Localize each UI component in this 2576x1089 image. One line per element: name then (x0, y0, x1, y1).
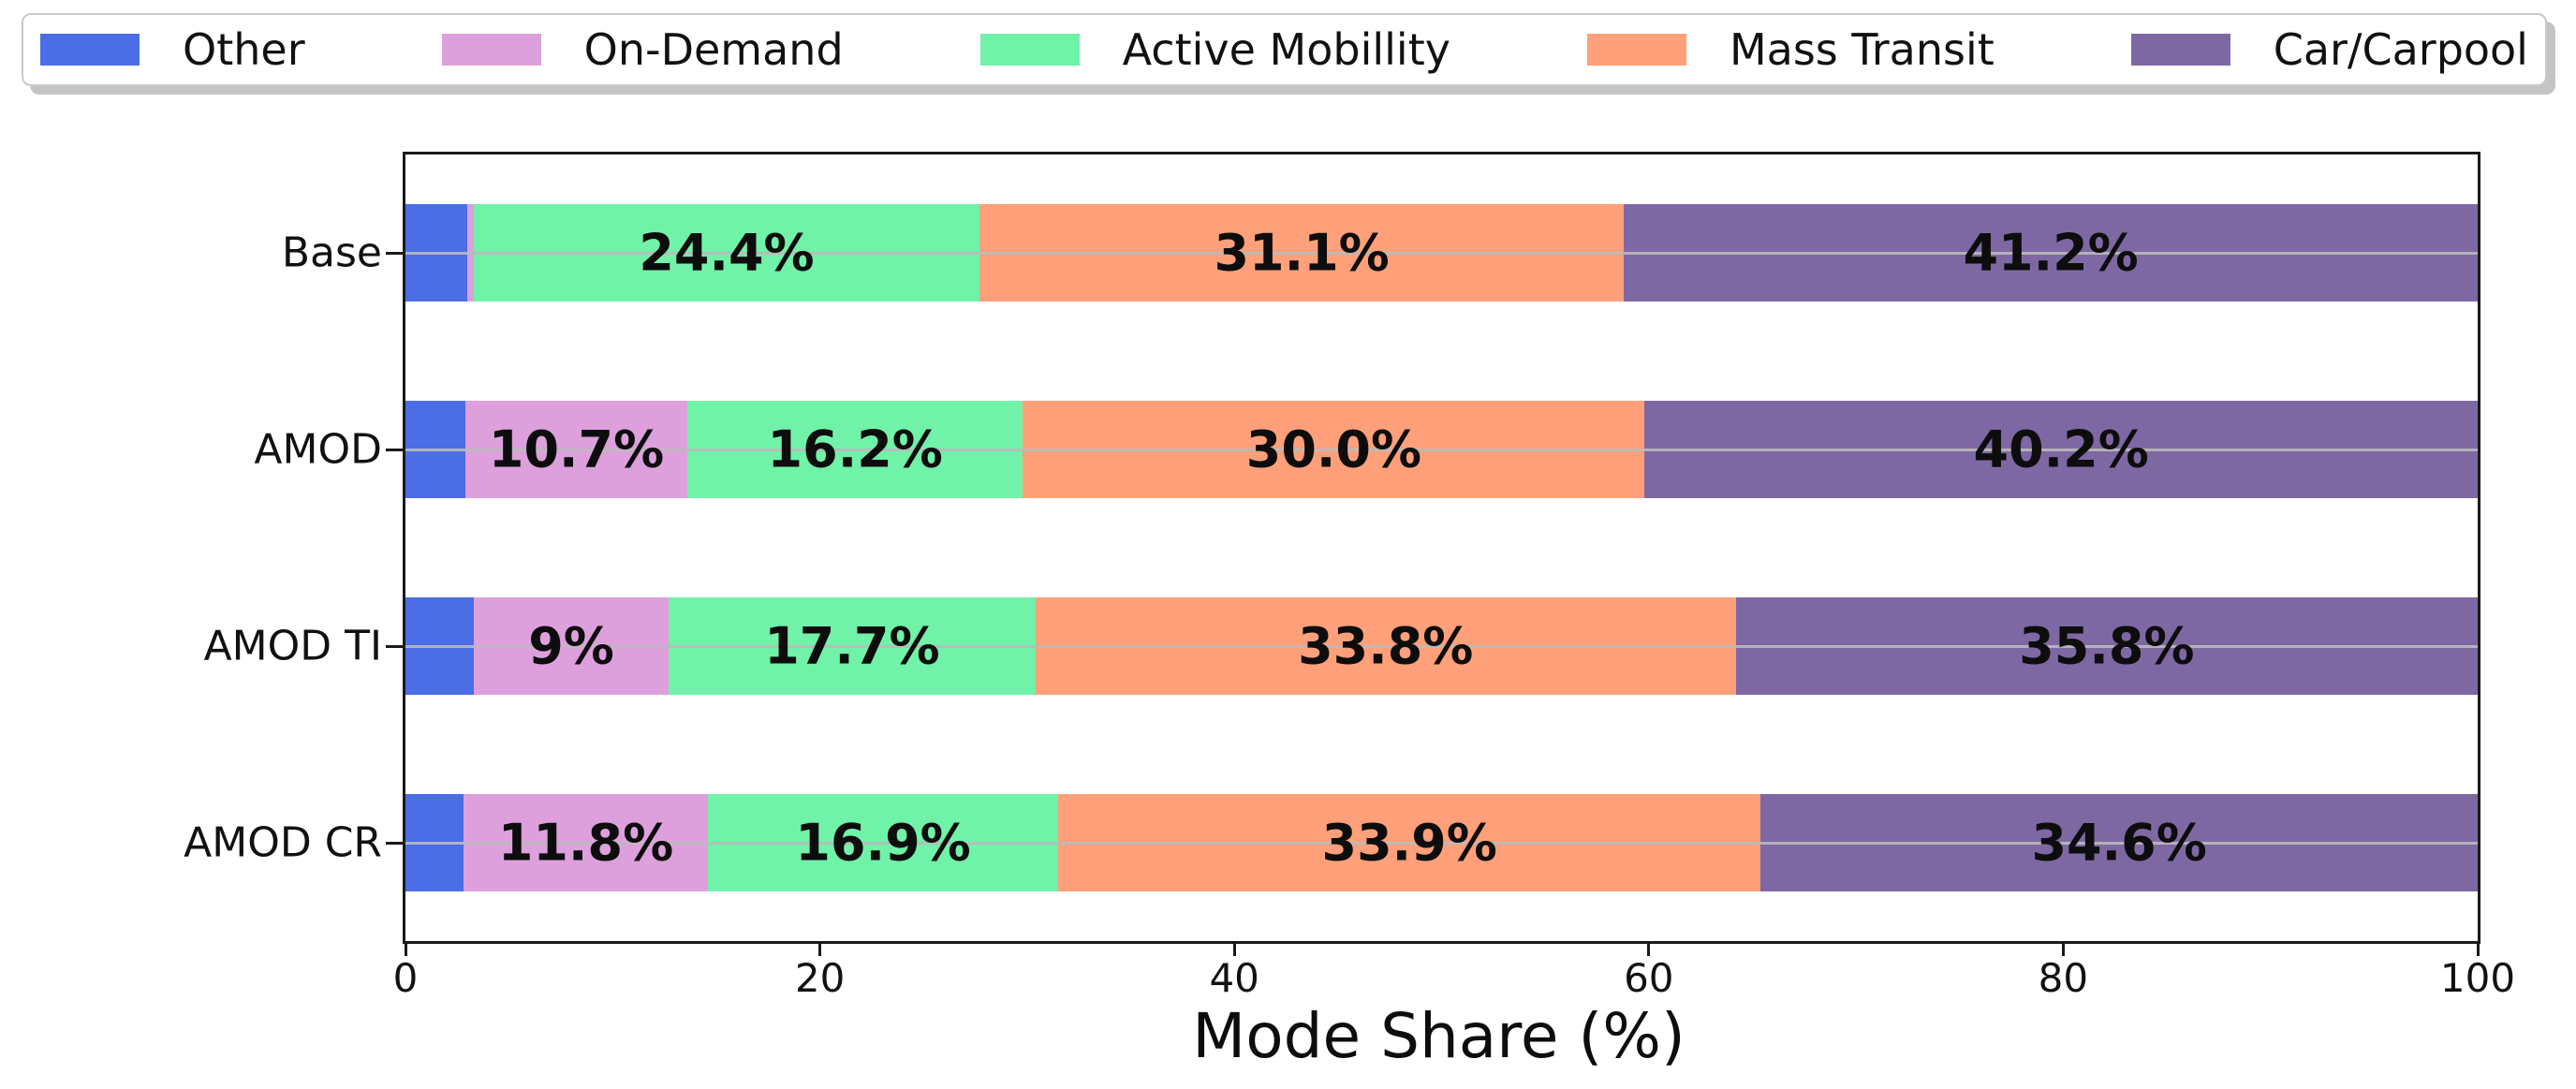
y-axis-category-label: AMOD TI (203, 622, 382, 670)
bar-value-label: 10.7% (488, 419, 665, 479)
y-axis-tick (386, 448, 403, 451)
x-axis-tick-label: 80 (2038, 955, 2089, 1001)
y-axis-category-label: AMOD (254, 425, 382, 474)
active-mobillity-color-swatch-icon (979, 34, 1080, 66)
gridline (405, 841, 2478, 845)
bar-value-label: 35.8% (2019, 616, 2195, 676)
car-carpool-color-swatch-icon (2130, 34, 2230, 66)
bar-value-label: 33.8% (1298, 616, 1474, 676)
plot-area: 24.4% 31.1% 41.2% 10.7% 16.2% 30.0% 40.2% 9% 17.… (403, 152, 2480, 944)
x-axis-title: Mode Share (%) (1192, 1000, 1685, 1072)
y-axis-category-label: AMOD CR (184, 818, 382, 867)
x-axis-tick (1647, 941, 1651, 956)
x-axis-tick (2061, 941, 2065, 956)
bar-value-label: 41.2% (1963, 223, 2139, 283)
bar-value-label: 30.0% (1245, 419, 1422, 479)
x-axis-tick-label: 60 (1624, 955, 1674, 1001)
bar-value-label: 31.1% (1214, 223, 1390, 283)
bar-value-label: 34.6% (2031, 813, 2207, 873)
bar-value-label: 24.4% (639, 223, 815, 283)
x-axis-tick (818, 941, 822, 956)
gridline (405, 448, 2478, 451)
gridline (405, 644, 2478, 648)
on-demand-color-swatch-icon (441, 34, 541, 66)
legend-label: On-Demand (583, 24, 844, 75)
x-axis-tick (2476, 941, 2480, 956)
other-color-swatch-icon (40, 34, 140, 66)
x-axis-tick (1232, 941, 1236, 956)
legend-item-car-carpool: Car/Carpool (2130, 24, 2528, 75)
mass-transit-color-swatch-icon (1586, 34, 1686, 66)
x-axis-tick (404, 941, 407, 956)
legend-label: Other (183, 24, 305, 75)
x-axis-tick-label: 20 (794, 955, 846, 1001)
legend-item-on-demand: On-Demand (441, 24, 844, 75)
legend-label: Car/Carpool (2273, 24, 2528, 75)
bar-value-label: 16.9% (795, 813, 971, 873)
y-axis-tick (386, 841, 403, 845)
legend-label: Mass Transit (1729, 24, 1995, 75)
y-axis-tick (386, 251, 403, 255)
y-axis-category-label: Base (281, 228, 382, 277)
bar-value-label: 16.2% (767, 419, 943, 479)
bar-value-label: 11.8% (497, 813, 674, 873)
x-axis-tick-label: 40 (1209, 955, 1259, 1001)
bar-value-label: 17.7% (764, 616, 940, 676)
legend-label: Active Mobillity (1122, 24, 1450, 75)
x-axis-tick-label: 0 (392, 955, 419, 1001)
legend-item-active-mobillity: Active Mobillity (979, 24, 1450, 75)
x-axis-tick-label: 100 (2439, 955, 2516, 1001)
gridline (405, 251, 2478, 255)
legend-item-mass-transit: Mass Transit (1586, 24, 1995, 75)
legend: Other On-Demand Active Mobillity Mass Trans… (22, 13, 2547, 86)
legend-item-other: Other (40, 24, 305, 75)
bar-value-label: 40.2% (1973, 419, 2149, 479)
y-axis-tick (386, 644, 403, 648)
bar-value-label: 33.9% (1321, 813, 1497, 873)
bar-value-label: 9% (528, 616, 614, 676)
